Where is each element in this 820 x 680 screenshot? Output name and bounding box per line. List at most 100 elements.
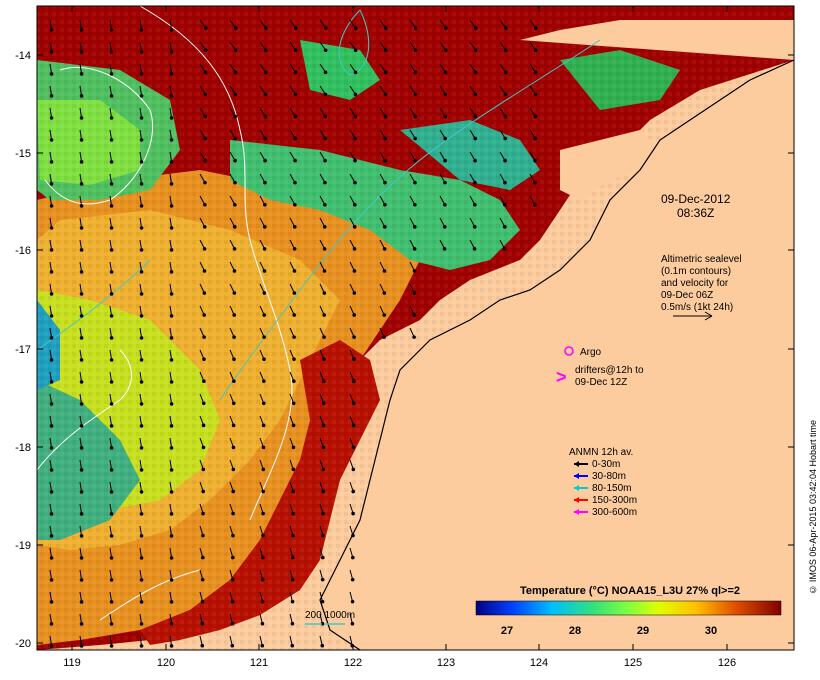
velocity-arrowhead	[109, 138, 114, 142]
velocity-arrowhead	[323, 26, 328, 30]
velocity-arrowhead	[263, 114, 268, 119]
velocity-arrowhead	[202, 335, 206, 339]
velocity-arrowhead	[203, 114, 208, 119]
velocity-arrowhead	[200, 621, 205, 626]
velocity-arrowhead	[139, 468, 144, 472]
velocity-arrowhead	[351, 489, 356, 494]
velocity-arrowhead	[139, 358, 144, 362]
velocity-arrowhead	[443, 70, 448, 75]
velocity-arrowhead	[109, 358, 114, 362]
colorbar-tick-label: 30	[705, 625, 717, 637]
velocity-arrowhead	[232, 291, 237, 295]
velocity-arrowhead	[49, 182, 54, 186]
velocity-arrowhead	[263, 180, 267, 185]
velocity-arrowhead	[109, 468, 114, 472]
velocity-arrowhead	[503, 70, 508, 75]
velocity-arrowhead	[383, 202, 387, 207]
velocity-arrowhead	[533, 202, 537, 207]
velocity-arrowhead	[323, 92, 328, 97]
velocity-arrowhead	[49, 270, 54, 274]
velocity-arrowhead	[49, 556, 54, 560]
velocity-arrowhead	[351, 533, 355, 538]
velocity-arrowhead	[233, 48, 238, 53]
velocity-arrowhead	[352, 291, 357, 295]
velocity-arrowhead	[383, 114, 388, 119]
velocity-arrowhead	[169, 28, 174, 32]
latitude-axis: -14 -15 -16 -17 -18 -19 -20	[15, 50, 794, 650]
velocity-arrowhead	[443, 158, 447, 163]
velocity-arrowhead	[320, 643, 325, 648]
anmn-item: 300-600m	[574, 507, 637, 518]
velocity-arrowhead	[79, 292, 84, 296]
velocity-arrowhead	[201, 423, 206, 428]
velocity-arrowhead	[79, 226, 84, 230]
velocity-arrowhead	[443, 114, 448, 119]
velocity-arrowhead	[292, 247, 297, 251]
velocity-arrowhead	[109, 226, 114, 230]
velocity-arrowhead	[202, 291, 207, 295]
velocity-arrowhead	[323, 180, 327, 185]
velocity-arrowhead	[169, 600, 174, 604]
credit-text: © IMOS 06-Apr-2015 03:42:04 Hobart time	[808, 420, 818, 595]
velocity-arrowhead	[139, 204, 144, 208]
velocity-arrowhead	[231, 401, 236, 406]
velocity-arrowhead	[49, 424, 54, 428]
velocity-arrowhead	[292, 379, 296, 384]
velocity-arrowhead	[321, 401, 326, 406]
velocity-arrowhead	[533, 70, 538, 75]
velocity-arrowhead	[79, 270, 84, 274]
scale-arrow-icon	[673, 311, 713, 321]
drifter-marker-icon: >	[556, 367, 567, 387]
velocity-arrowhead	[49, 336, 54, 340]
velocity-arrowhead	[262, 313, 267, 317]
velocity-arrowhead	[109, 314, 114, 318]
velocity-arrowhead	[203, 202, 207, 207]
velocity-arrowhead	[79, 578, 84, 582]
velocity-arrowhead	[352, 335, 356, 339]
velocity-arrowhead	[231, 533, 235, 538]
velocity-arrowhead	[49, 94, 54, 98]
anmn-item: 0-30m	[574, 459, 620, 470]
velocity-arrowhead	[109, 50, 114, 54]
velocity-arrowhead	[320, 599, 325, 604]
velocity-arrowhead	[169, 270, 174, 274]
velocity-arrowhead	[139, 622, 144, 626]
velocity-arrowhead	[139, 248, 144, 252]
velocity-arrowhead	[292, 225, 297, 229]
velocity-arrowhead	[79, 160, 84, 164]
velocity-arrowhead	[233, 180, 237, 185]
velocity-arrowhead	[203, 158, 207, 163]
velocity-arrowhead	[443, 48, 448, 53]
velocity-arrowhead	[49, 248, 54, 252]
velocity-arrowhead	[290, 621, 295, 626]
velocity-arrowhead	[260, 621, 265, 626]
velocity-arrowhead	[109, 204, 114, 208]
velocity-arrowhead	[291, 401, 296, 406]
velocity-arrowhead	[323, 114, 328, 119]
argo-label: Argo	[580, 347, 602, 358]
velocity-arrowhead	[233, 70, 238, 75]
velocity-arrowhead	[139, 50, 144, 54]
anmn-item: 80-150m	[574, 483, 631, 494]
timestamp-date: 09-Dec-2012	[661, 192, 731, 206]
velocity-arrowhead	[139, 336, 144, 340]
velocity-arrowhead	[231, 511, 235, 516]
velocity-arrowhead	[292, 269, 297, 273]
velocity-arrowhead	[292, 357, 296, 361]
velocity-arrowhead	[261, 533, 265, 538]
velocity-arrowhead	[291, 467, 296, 472]
velocity-arrowhead	[262, 269, 267, 273]
velocity-arrowhead	[109, 72, 114, 76]
velocity-arrowhead	[169, 138, 174, 142]
velocity-arrowhead	[109, 600, 114, 604]
velocity-arrowhead	[293, 180, 297, 185]
anmn-item: 30-80m	[574, 471, 626, 482]
velocity-arrowhead	[109, 622, 114, 626]
velocity-arrowhead	[169, 226, 174, 230]
velocity-arrowhead	[49, 204, 54, 208]
velocity-arrowhead	[321, 445, 326, 450]
velocity-arrowhead	[350, 621, 355, 626]
velocity-arrowhead	[49, 160, 54, 164]
altimetry-line-5: 0.5m/s (1kt 24h)	[661, 302, 733, 313]
velocity-arrowhead	[413, 70, 418, 75]
